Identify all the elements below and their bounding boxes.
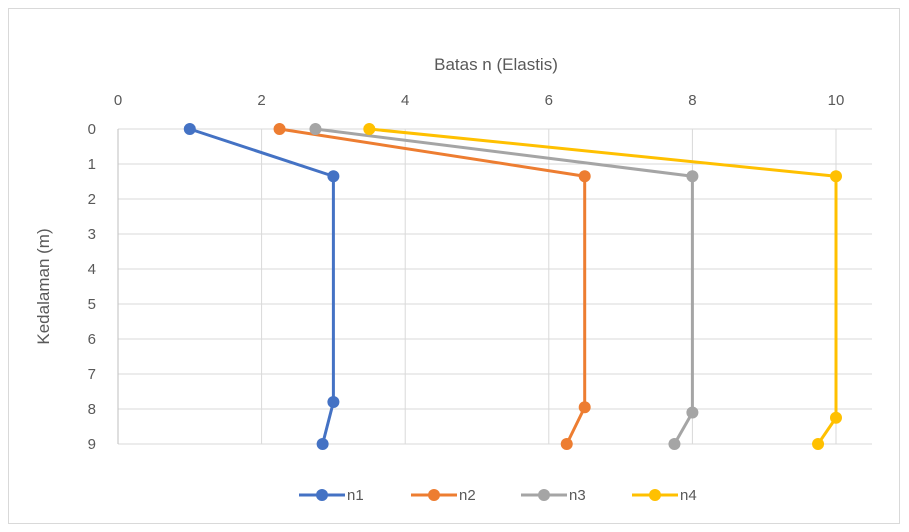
x-axis-title: Batas n (Elastis) [434, 55, 558, 74]
series-line-n1 [189, 127, 335, 445]
x-tick-label: 6 [545, 92, 553, 109]
gridlines [117, 128, 872, 445]
data-point-n1 [183, 123, 196, 135]
y-tick-label: 2 [88, 191, 96, 208]
series-line-n3 [315, 127, 694, 445]
data-point-n4 [830, 411, 842, 424]
x-tick-label: 0 [114, 92, 122, 109]
y-axis-ticks: 0 1 2 3 4 5 6 7 8 9 [88, 121, 96, 453]
data-point-n1 [327, 170, 340, 183]
y-tick-label: 6 [88, 331, 96, 348]
y-tick-label: 1 [88, 156, 96, 173]
data-point-n3 [668, 438, 681, 450]
y-tick-label: 0 [88, 121, 96, 138]
series-line-n4 [369, 127, 838, 445]
data-point-n4 [812, 438, 825, 450]
series-line-n2 [279, 127, 587, 445]
legend: n1 n2 n3 n4 [299, 487, 697, 504]
data-point-n3 [686, 406, 699, 419]
x-axis-ticks: 0 2 4 6 8 10 [114, 92, 845, 109]
data-point-n3 [686, 170, 699, 183]
legend-marker-n4 [649, 489, 661, 501]
y-axis-title: Kedalaman (m) [34, 228, 53, 344]
data-point-n4 [830, 170, 842, 183]
data-point-n2 [578, 170, 591, 183]
series-group [183, 123, 842, 450]
legend-marker-n1 [316, 489, 328, 501]
data-point-n2 [273, 123, 286, 135]
data-point-n3 [309, 123, 322, 135]
data-point-n2 [560, 438, 573, 450]
y-tick-label: 9 [88, 436, 96, 453]
data-point-n1 [327, 396, 340, 408]
x-tick-label: 2 [257, 92, 265, 109]
y-tick-label: 5 [88, 296, 96, 313]
x-tick-label: 10 [828, 92, 845, 109]
legend-marker-n2 [428, 489, 440, 501]
data-point-n2 [578, 401, 591, 414]
y-tick-label: 4 [88, 261, 96, 278]
data-point-n4 [363, 123, 376, 135]
y-tick-label: 3 [88, 226, 96, 243]
legend-label-n4: n4 [680, 487, 697, 504]
x-tick-label: 8 [688, 92, 696, 109]
legend-marker-n3 [538, 489, 550, 501]
legend-label-n1: n1 [347, 487, 364, 504]
y-tick-label: 7 [88, 366, 96, 383]
x-tick-label: 4 [401, 92, 409, 109]
y-tick-label: 8 [88, 401, 96, 418]
data-point-n1 [316, 438, 329, 450]
legend-label-n3: n3 [569, 487, 586, 504]
chart-frame [8, 8, 900, 524]
legend-label-n2: n2 [459, 487, 476, 504]
